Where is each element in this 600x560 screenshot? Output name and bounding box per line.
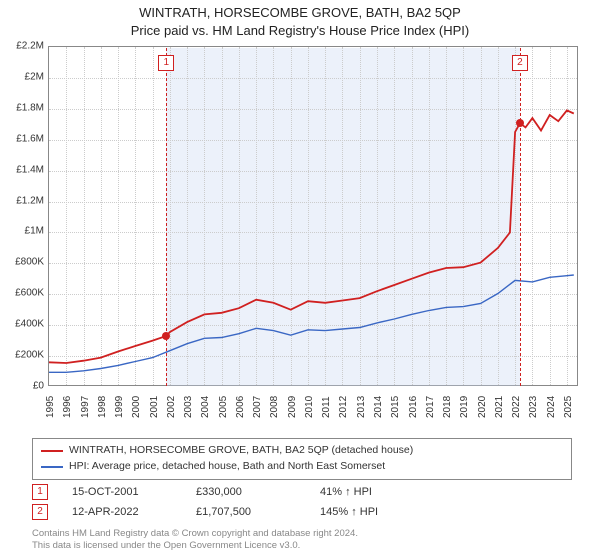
- event-marker-2: 2: [512, 55, 528, 71]
- title-block: WINTRATH, HORSECOMBE GROVE, BATH, BA2 5Q…: [0, 0, 600, 40]
- x-tick-label: 2005: [218, 396, 229, 418]
- x-tick-label: 1998: [97, 396, 108, 418]
- x-tick-label: 2006: [235, 396, 246, 418]
- y-tick-label: £800K: [4, 257, 44, 268]
- x-tick-label: 2023: [528, 396, 539, 418]
- x-tick-label: 2012: [338, 396, 349, 418]
- x-tick-label: 2022: [511, 396, 522, 418]
- title-line2: Price paid vs. HM Land Registry's House …: [0, 22, 600, 40]
- x-tick-label: 1999: [114, 396, 125, 418]
- y-tick-label: £200K: [4, 350, 44, 361]
- event-dot-1: [162, 332, 170, 340]
- x-tick-label: 2021: [494, 396, 505, 418]
- x-tick-label: 2025: [563, 396, 574, 418]
- annotation-row-1: 1 15-OCT-2001 £330,000 41% ↑ HPI: [32, 484, 572, 500]
- footer-line1: Contains HM Land Registry data © Crown c…: [32, 528, 358, 540]
- chart-container: WINTRATH, HORSECOMBE GROVE, BATH, BA2 5Q…: [0, 0, 600, 560]
- x-tick-label: 2024: [546, 396, 557, 418]
- x-tick-label: 2017: [425, 396, 436, 418]
- series-wintrath: [49, 110, 574, 363]
- legend-label: HPI: Average price, detached house, Bath…: [69, 459, 385, 475]
- x-tick-label: 2007: [252, 396, 263, 418]
- y-tick-label: £2M: [4, 71, 44, 82]
- y-tick-label: £1.4M: [4, 164, 44, 175]
- x-tick-label: 2018: [442, 396, 453, 418]
- y-tick-label: £0: [4, 381, 44, 392]
- legend-label: WINTRATH, HORSECOMBE GROVE, BATH, BA2 5Q…: [69, 443, 413, 459]
- annotation-price: £1,707,500: [196, 506, 296, 518]
- x-tick-label: 1996: [62, 396, 73, 418]
- legend: WINTRATH, HORSECOMBE GROVE, BATH, BA2 5Q…: [32, 438, 572, 480]
- x-tick-label: 1997: [80, 396, 91, 418]
- y-tick-label: £2.2M: [4, 41, 44, 52]
- chart-area: 12 £0£200K£400K£600K£800K£1M£1.2M£1.4M£1…: [48, 46, 578, 406]
- footer-line2: This data is licensed under the Open Gov…: [32, 540, 358, 552]
- event-marker-1: 1: [158, 55, 174, 71]
- footer-attribution: Contains HM Land Registry data © Crown c…: [32, 528, 358, 553]
- annotation-num: 2: [32, 504, 48, 520]
- annotation-price: £330,000: [196, 486, 296, 498]
- x-tick-label: 2008: [269, 396, 280, 418]
- annotation-delta: 145% ↑ HPI: [320, 506, 420, 518]
- legend-row: WINTRATH, HORSECOMBE GROVE, BATH, BA2 5Q…: [41, 443, 563, 459]
- annotations-block: 1 15-OCT-2001 £330,000 41% ↑ HPI 2 12-APR-202…: [32, 480, 572, 520]
- x-tick-label: 2015: [390, 396, 401, 418]
- y-tick-label: £400K: [4, 319, 44, 330]
- x-tick-label: 2004: [200, 396, 211, 418]
- x-tick-label: 2013: [356, 396, 367, 418]
- legend-row: HPI: Average price, detached house, Bath…: [41, 459, 563, 475]
- annotation-row-2: 2 12-APR-2022 £1,707,500 145% ↑ HPI: [32, 504, 572, 520]
- x-tick-label: 2009: [287, 396, 298, 418]
- x-tick-label: 2019: [459, 396, 470, 418]
- title-line1: WINTRATH, HORSECOMBE GROVE, BATH, BA2 5Q…: [0, 4, 600, 22]
- annotation-delta: 41% ↑ HPI: [320, 486, 420, 498]
- line-canvas: [49, 47, 579, 387]
- legend-swatch: [41, 466, 63, 468]
- x-tick-label: 2011: [321, 396, 332, 418]
- x-tick-label: 2003: [183, 396, 194, 418]
- legend-swatch: [41, 450, 63, 452]
- x-tick-label: 1995: [45, 396, 56, 418]
- x-tick-label: 2020: [477, 396, 488, 418]
- series-hpi: [49, 275, 574, 372]
- x-tick-label: 2014: [373, 396, 384, 418]
- event-dot-2: [516, 119, 524, 127]
- y-tick-label: £1.2M: [4, 195, 44, 206]
- annotation-date: 12-APR-2022: [72, 506, 172, 518]
- x-tick-label: 2016: [408, 396, 419, 418]
- plot-region: 12: [48, 46, 578, 386]
- y-tick-label: £1.6M: [4, 133, 44, 144]
- annotation-date: 15-OCT-2001: [72, 486, 172, 498]
- y-tick-label: £1M: [4, 226, 44, 237]
- x-tick-label: 2001: [149, 396, 160, 418]
- y-tick-label: £1.8M: [4, 102, 44, 113]
- x-tick-label: 2002: [166, 396, 177, 418]
- y-tick-label: £600K: [4, 288, 44, 299]
- x-tick-label: 2000: [131, 396, 142, 418]
- event-line-2: [520, 48, 521, 386]
- annotation-num: 1: [32, 484, 48, 500]
- x-tick-label: 2010: [304, 396, 315, 418]
